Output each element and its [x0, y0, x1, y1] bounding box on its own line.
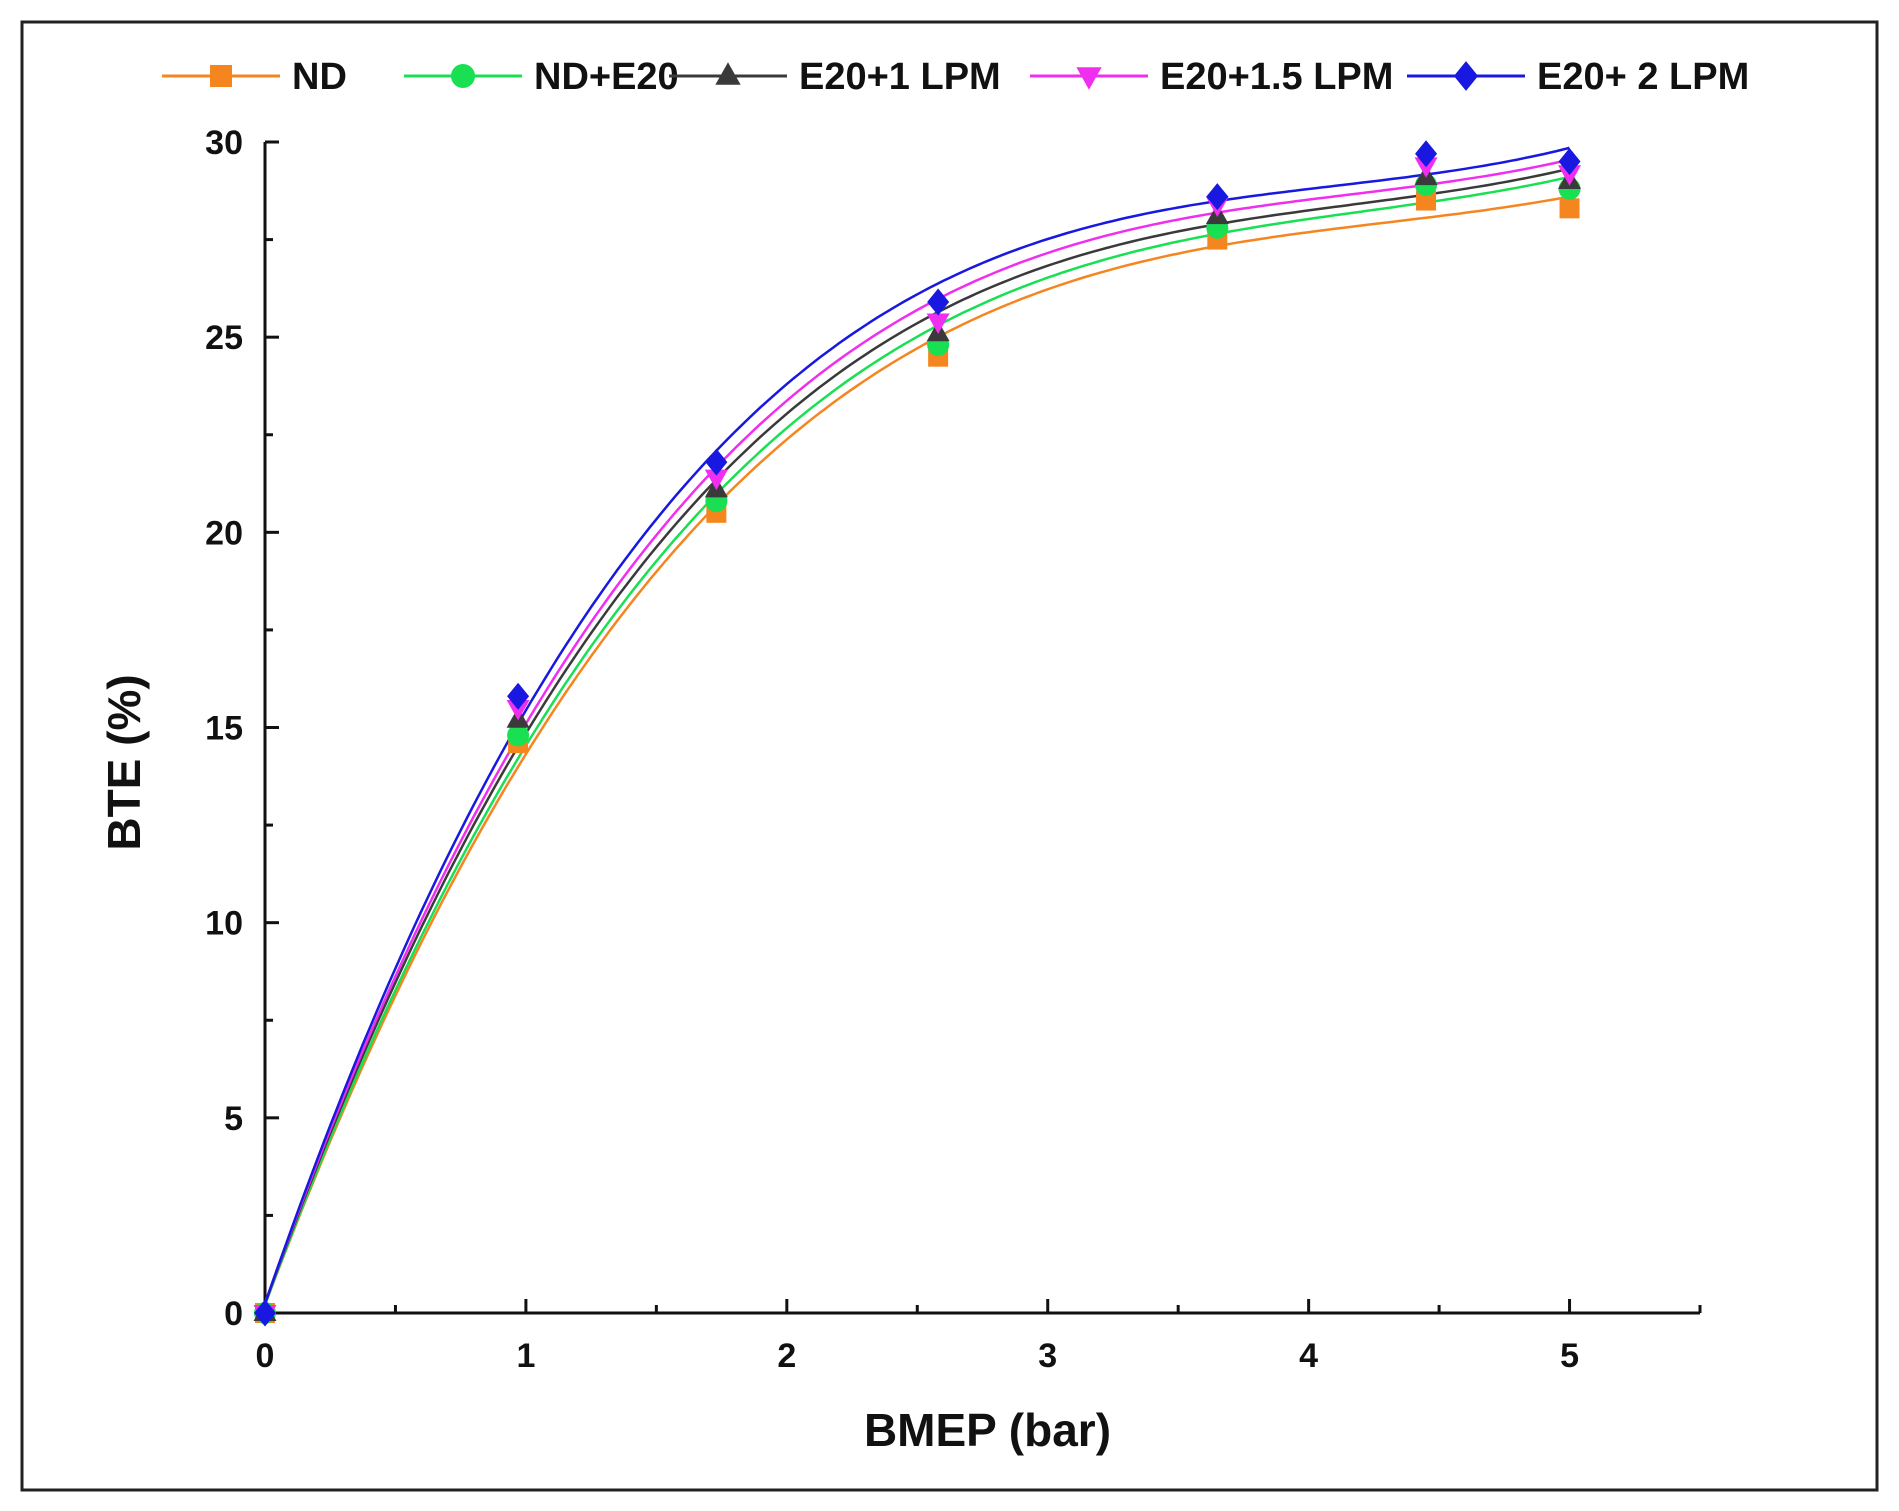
legend: ND ND+E20 E20+1 LPM E20+1.5 LPM E20+ 2 LPM	[162, 56, 1749, 98]
x-tick-label: 3	[1038, 1337, 1057, 1375]
y-axis-title: BTE (%)	[98, 674, 150, 850]
figure-frame	[20, 20, 1879, 1492]
data-point	[927, 288, 950, 316]
y-tick-label: 10	[205, 905, 243, 943]
data-point	[1206, 183, 1229, 211]
series-markers	[253, 140, 1582, 1327]
legend-item: ND	[162, 56, 347, 98]
data-point	[507, 724, 530, 747]
y-tick-label: 30	[205, 124, 243, 162]
series-line-3	[263, 158, 1570, 1304]
legend-label: E20+ 2 LPM	[1537, 56, 1749, 98]
legend-item: E20+1.5 LPM	[1030, 56, 1393, 98]
data-point	[254, 1299, 276, 1327]
x-tick-label: 2	[777, 1337, 796, 1375]
series-line-1	[263, 175, 1570, 1306]
data-point	[1415, 140, 1438, 168]
legend-label: E20+1 LPM	[799, 56, 1001, 98]
data-point	[704, 469, 728, 491]
x-tick-label: 4	[1299, 1337, 1318, 1375]
x-axis-title: BMEP (bar)	[864, 1404, 1111, 1456]
data-point	[1416, 190, 1437, 211]
series-line-2	[263, 167, 1570, 1305]
legend-label: ND+E20	[534, 56, 679, 98]
series-line-4	[263, 146, 1570, 1305]
legend-item: ND+E20	[404, 56, 679, 98]
legend-marker	[715, 62, 741, 85]
legend-label: ND	[292, 56, 347, 98]
legend-label: E20+1.5 LPM	[1160, 56, 1393, 98]
legend-marker	[1453, 61, 1479, 91]
data-point	[1558, 165, 1582, 186]
legend-item: E20+ 2 LPM	[1407, 56, 1749, 98]
data-point	[926, 313, 950, 335]
data-point	[1558, 148, 1581, 176]
data-point	[1414, 157, 1438, 178]
x-tick-label: 1	[516, 1337, 535, 1375]
x-tick-label: 0	[256, 1337, 275, 1375]
legend-marker	[1076, 67, 1102, 90]
data-point	[705, 448, 728, 476]
y-tick-label: 15	[205, 710, 243, 748]
legend-marker	[451, 64, 475, 88]
legend-item: E20+1 LPM	[669, 56, 1001, 98]
series-line-0	[263, 195, 1570, 1306]
data-point	[506, 699, 530, 721]
data-point	[1559, 198, 1580, 219]
plot-area: 0 1 2 3 4 5 0 5 10 15 20 25 30	[205, 124, 1702, 1375]
y-tick-label: 5	[224, 1100, 243, 1138]
data-point	[507, 682, 530, 710]
y-tick-label: 0	[224, 1295, 243, 1333]
y-tick-label: 25	[205, 319, 243, 357]
axes: 0 1 2 3 4 5 0 5 10 15 20 25 30	[205, 124, 1702, 1375]
legend-marker	[210, 65, 232, 87]
series-lines	[263, 146, 1570, 1306]
y-tick-label: 20	[205, 514, 243, 552]
x-tick-label: 5	[1560, 1337, 1579, 1375]
